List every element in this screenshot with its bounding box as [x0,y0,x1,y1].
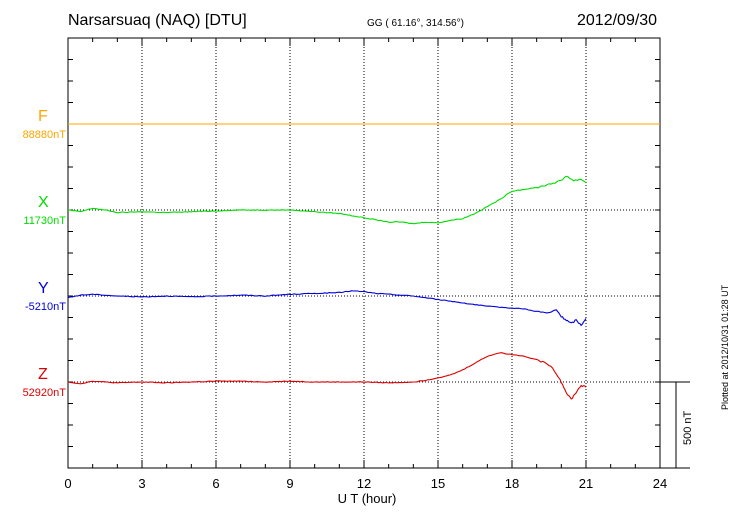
series-lines [67,123,660,400]
baseline-value-x: 11730nT [23,215,66,227]
baseline-value-y: -5210nT [25,301,66,313]
x-tick-label: 12 [357,476,371,491]
station-coordinates: GG ( 61.16°, 314.56°) [367,18,464,29]
component-label-z: Z [38,366,48,383]
component-label-x: X [38,194,49,211]
x-tick-label: 9 [286,476,293,491]
station-title: Narsarsuaq (NAQ) [DTU] [68,12,247,29]
x-tick-label: 15 [431,476,445,491]
plot-date: 2012/09/30 [577,12,658,29]
baseline-value-z: 52920nT [22,387,66,399]
x-tick-label: 3 [138,476,145,491]
component-label-f: F [38,108,48,125]
axis-ticks: 0 3 6 9 12 15 18 21 24 [64,38,667,491]
baseline-value-f: 88880nT [22,129,66,141]
scale-bar: 500 nT [660,381,694,469]
x-axis-label: U T (hour) [338,491,397,506]
x-tick-label: 24 [653,476,667,491]
plot-area [67,37,661,469]
scale-bar-label: 500 nT [682,410,694,445]
x-tick-label: 18 [505,476,519,491]
series-line-y [67,290,587,327]
series-line-x [67,175,587,225]
x-tick-label: 21 [579,476,593,491]
component-label-y: Y [38,280,49,297]
plotted-timestamp: Plotted at 2012/10/31 01:28 UT [720,284,730,410]
x-tick-label: 0 [64,476,71,491]
series-line-z [67,352,587,400]
x-tick-label: 6 [212,476,219,491]
